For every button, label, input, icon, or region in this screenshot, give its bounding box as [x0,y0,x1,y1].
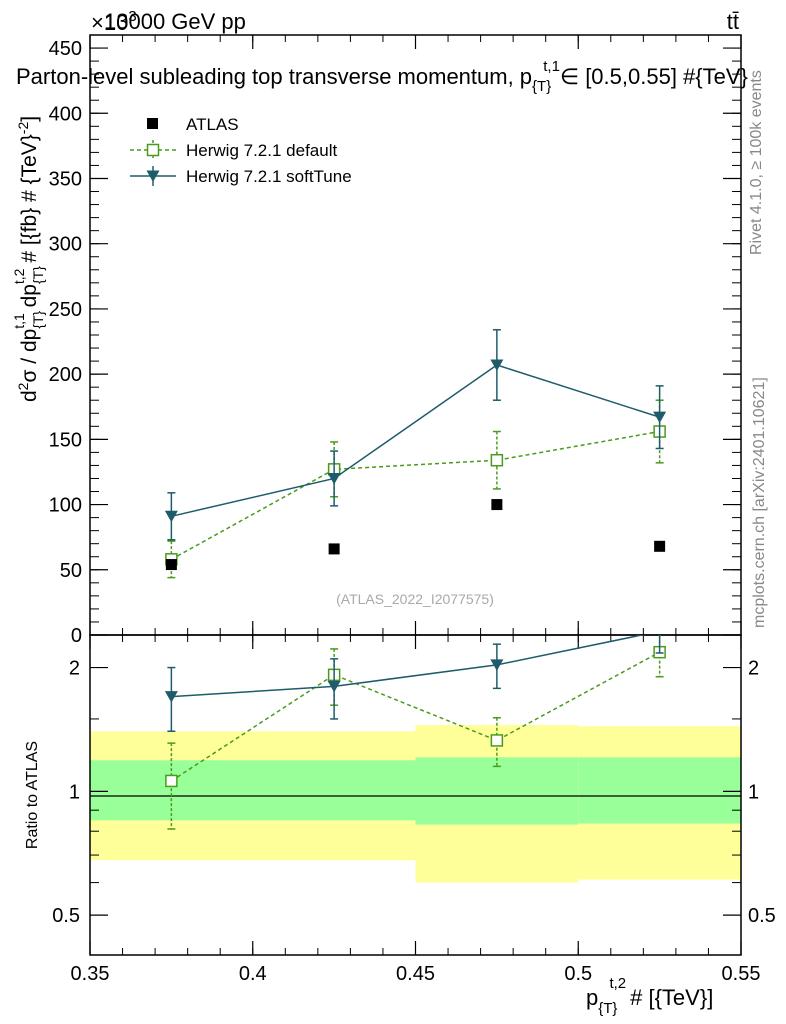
main-y-tick-label-4: 200 [49,364,82,386]
energy-label: 13000 GeV pp [104,9,246,34]
ratio-marker-softtune-3 [658,635,661,638]
legend-label-softtune: Herwig 7.2.1 softTune [186,167,352,186]
legend: ATLAS Herwig 7.2.1 default Herwig 7.2.1 … [130,115,352,186]
main-marker-atlas-1 [328,543,340,555]
main-line-herwig-7-2-1-softtune [171,364,660,518]
stat-uncertainty-band-1 [415,757,579,825]
main-y-tick-label-2: 100 [49,495,82,517]
legend-marker-softtune [146,170,160,182]
legend-marker-atlas [147,118,158,129]
ratio-series-group [164,635,666,830]
ratio-line-herwig-7-2-1-softtune [171,635,646,698]
ratio-y-tick-label-right-0: 0.5 [748,905,776,927]
x-tick-label-4: 0.55 [722,963,761,985]
ratio-y-axis-label: Ratio to ATLAS [24,741,41,849]
main-marker-softtune-3 [653,411,667,424]
ratio-marker-softtune-1 [327,680,341,693]
ratio-marker-default-2 [490,734,504,747]
process-label: tt̄ [727,9,739,34]
ratio-y-tick-label-left-1: 1 [69,781,80,803]
main-marker-atlas-0 [165,559,177,571]
main-y-tick-label-7: 350 [49,168,82,190]
stat-uncertainty-band-0 [90,760,416,821]
exponent-label: ×103 [91,8,137,35]
x-tick-label-0: 0.35 [71,963,110,985]
main-marker-softtune-1 [327,472,341,485]
main-marker-atlas-3 [654,540,666,552]
legend-label-default: Herwig 7.2.1 default [186,141,337,160]
ratio-line-herwig-7-2-1-default [170,651,660,782]
ratio-y-tick-label-left-2: 2 [69,658,80,680]
plot-title: Parton-level subleading top transverse m… [16,58,748,95]
main-y-tick-label-1: 50 [60,560,82,582]
axis-tick-labels: 0.35 0.4 0.45 0.5 0.55 0 50 100 150 200 250 300 350 4… [49,38,776,985]
analysis-watermark: (ATLAS_2022_I2077575) [336,591,494,607]
stat-uncertainty-band-2 [578,757,741,824]
legend-marker-default [146,143,160,157]
x-tick-label-2: 0.45 [396,963,435,985]
ratio-uncertainty-bands [90,724,741,883]
main-y-tick-label-6: 300 [49,234,82,256]
main-line-herwig-7-2-1-default [171,430,660,561]
legend-label-atlas: ATLAS [186,115,239,134]
ratio-marker-softtune-0 [164,691,178,703]
x-tick-label-3: 0.5 [564,963,592,985]
main-y-axis-label: d2σ / dp{T}t,1 dp{T}t,2 # [{fb} # {TeV}-… [11,116,46,402]
rivet-version-label: Rivet 4.1.0, ≥ 100k events [748,70,765,255]
main-y-tick-label-0: 0 [71,625,82,647]
x-axis-label: p{T}t,2# [{TeV}] [586,975,713,1017]
ratio-y-tick-label-right-2: 2 [748,658,759,680]
ratio-y-tick-label-left-0: 0.5 [52,905,80,927]
main-marker-softtune-0 [164,510,178,523]
main-marker-atlas-2 [491,499,503,511]
main-marker-softtune-2 [490,359,504,371]
ratio-marker-default-0 [165,774,178,788]
mcplots-label: mcplots.cern.ch [arXiv:2401.10621] [751,377,768,628]
main-y-tick-label-3: 150 [49,429,82,451]
axis-ticks [89,34,742,956]
main-y-tick-label-8: 400 [49,103,82,125]
main-y-tick-label-9: 450 [49,38,82,60]
ratio-y-tick-label-right-1: 1 [748,781,759,803]
main-marker-default-2 [490,453,504,467]
ratio-marker-softtune-2 [490,659,504,671]
x-tick-label-1: 0.4 [239,963,267,985]
main-series-group [164,329,667,579]
main-y-tick-label-5: 250 [49,299,82,321]
